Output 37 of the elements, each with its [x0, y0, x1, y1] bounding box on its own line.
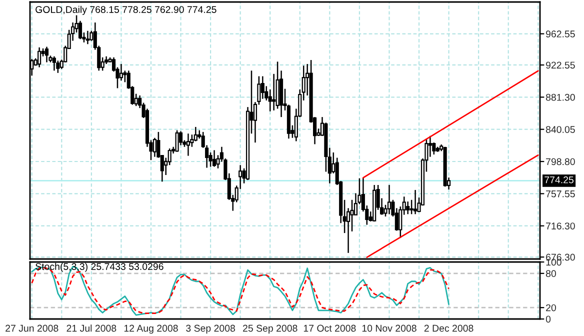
y-tick-label: 962.55	[546, 30, 575, 38]
x-tick-label: 27 Jun 2008	[6, 324, 58, 332]
candlestick	[410, 199, 414, 215]
candlestick	[414, 189, 418, 215]
y-tick-label: 798.80	[546, 158, 575, 166]
y-tick-label: 757.55	[546, 190, 575, 198]
y-tick-label: 881.30	[546, 94, 575, 101]
x-tick-label: 10 Nov 2008	[362, 324, 416, 332]
candlestick	[212, 150, 216, 168]
y-tick-label: 922.55	[546, 62, 575, 69]
candlestick	[44, 46, 49, 63]
x-tick-label: 2 Dec 2008	[424, 324, 474, 332]
x-tick-label: 25 Sep 2008	[243, 324, 298, 334]
candlestick	[432, 142, 436, 156]
x-tick-label: 12 Aug 2008	[124, 324, 178, 334]
y-tick-label: 20	[546, 304, 556, 312]
chart-title: GOLD,Daily 768.15 778.25 762.90 774.25	[36, 6, 216, 15]
x-tick-label: 21 Jul 2008	[66, 324, 116, 332]
ref-line-label: 774.25	[544, 176, 574, 184]
y-tick-label: 0	[546, 316, 551, 323]
candlestick	[428, 135, 432, 158]
x-tick-label: 3 Sep 2008	[186, 324, 235, 334]
y-tick-label: 80	[546, 270, 556, 278]
candlestick	[406, 200, 410, 215]
candlestick	[52, 56, 56, 72]
candlestick	[56, 60, 60, 74]
y-tick-label: 840.05	[546, 126, 575, 133]
candlestick	[272, 73, 276, 112]
chart-title: Stoch(5,3,3) 25.7433 53.0296	[36, 262, 164, 272]
candlestick	[175, 130, 179, 152]
candlestick	[186, 132, 190, 156]
x-tick-label: 17 Oct 2008	[304, 324, 356, 332]
candlestick	[86, 30, 90, 45]
candlestick	[38, 46, 42, 68]
y-tick-label: 716.30	[546, 222, 575, 230]
y-tick-label: 676.30	[546, 254, 575, 261]
y-tick-label: 100	[546, 258, 562, 266]
